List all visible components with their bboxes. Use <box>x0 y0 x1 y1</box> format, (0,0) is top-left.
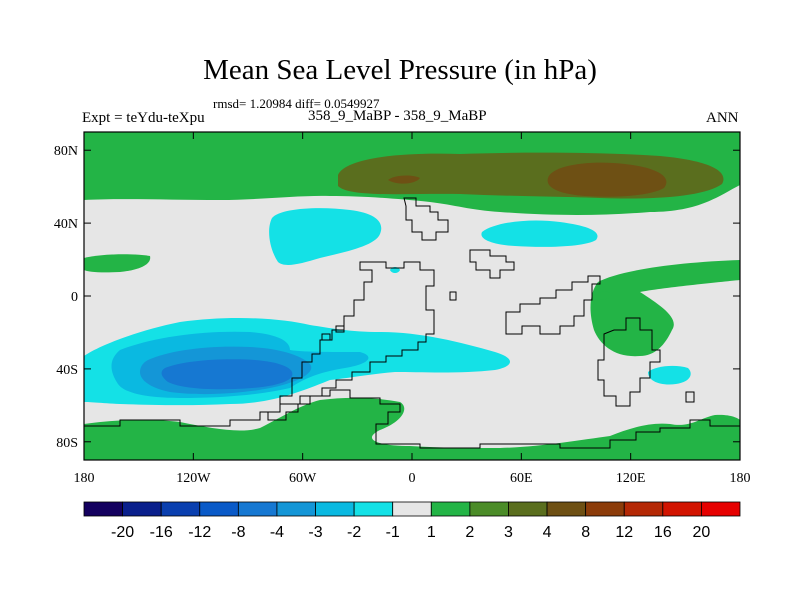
colorbar-swatch <box>83 501 123 517</box>
colorbar-label: -2 <box>347 524 361 541</box>
colorbar-swatch <box>469 501 509 517</box>
contour-east-small <box>595 291 612 300</box>
y-tick-label: 80S <box>56 436 78 451</box>
x-tick-label: 60W <box>289 471 317 486</box>
colorbar-swatch <box>508 501 548 517</box>
colorbar-swatch <box>122 501 162 517</box>
experiment-label: Expt = teYdu-teXpu <box>82 110 205 126</box>
colorbar-swatch <box>623 501 664 517</box>
y-tick-label: 80N <box>54 144 78 159</box>
colorbar: -20 -16 -12 -8 -4 -3 -2 -1 1 2 3 4 8 12 16 20 <box>83 501 741 541</box>
contour-southern-low-center <box>161 359 293 390</box>
x-tick-label: 0 <box>409 471 416 486</box>
colorbar-swatch <box>662 501 702 517</box>
chart-title: Mean Sea Level Pressure (in hPa) <box>203 54 597 86</box>
colorbar-swatch <box>315 501 355 517</box>
colorbar-label: 1 <box>427 524 436 541</box>
coastline-greenland <box>403 197 449 241</box>
colorbar-swatch <box>546 501 587 517</box>
colorbar-swatch <box>585 501 625 517</box>
colorbar-label: -3 <box>308 524 322 541</box>
y-tick-label: 0 <box>71 290 78 305</box>
colorbar-label: -8 <box>231 524 245 541</box>
coastline-islands <box>321 291 457 341</box>
x-tick-label: 120W <box>176 471 211 486</box>
colorbar-swatch <box>353 501 394 517</box>
colorbar-swatch <box>276 501 316 517</box>
contour-field <box>84 132 740 460</box>
colorbar-label: 8 <box>581 524 590 541</box>
stats-label: rmsd= 1.20984 diff= 0.0549927 <box>213 96 380 111</box>
contour-west-patch <box>84 254 151 273</box>
colorbar-label: 20 <box>693 524 711 541</box>
x-tick-label: 180 <box>730 471 751 486</box>
colorbar-label: 3 <box>504 524 513 541</box>
season-label: ANN <box>706 110 739 126</box>
coastline-africa <box>469 249 515 279</box>
colorbar-label: -12 <box>188 524 211 541</box>
contour-south-band <box>84 397 740 460</box>
colorbar-swatch <box>430 501 471 517</box>
x-tick-label: 180 <box>74 471 95 486</box>
colorbar-swatch <box>392 501 432 517</box>
contour-north-core-small <box>388 175 420 184</box>
colorbar-label: -20 <box>111 524 134 541</box>
coastline-antarctica <box>84 389 740 449</box>
coastline-island-east <box>685 391 695 403</box>
period-label: 358_9_MaBP - 358_9_MaBP <box>308 108 487 124</box>
contour-east-patch <box>590 260 740 357</box>
colorbar-label: 2 <box>465 524 474 541</box>
y-tick-label: 40N <box>54 217 78 232</box>
contour-atlantic-low <box>481 220 598 247</box>
coastlines <box>84 197 740 449</box>
contour-north-inner <box>338 152 724 199</box>
y-axis: 80N 40N 0 40S 80S <box>54 144 740 451</box>
colorbar-swatch <box>199 501 239 517</box>
colorbar-label: -16 <box>150 524 173 541</box>
colorbar-label: -4 <box>270 524 284 541</box>
contour-east-low <box>648 365 691 385</box>
colorbar-swatch <box>237 501 278 517</box>
contour-north-core <box>547 162 667 197</box>
contour-pacific-low <box>269 208 382 265</box>
colorbar-label: -1 <box>386 524 400 541</box>
x-tick-label: 60E <box>510 471 533 486</box>
coastline-asia <box>505 275 601 335</box>
y-tick-label: 40S <box>56 363 78 378</box>
colorbar-swatch <box>160 501 201 517</box>
colorbar-label: 4 <box>543 524 552 541</box>
colorbar-swatch <box>701 501 741 517</box>
x-tick-label: 120E <box>616 471 646 486</box>
colorbar-label: 16 <box>654 524 672 541</box>
x-axis: 180 120W 60W 0 60E 120E 180 <box>74 132 751 486</box>
coastline-australia <box>597 317 661 407</box>
colorbar-label: 12 <box>615 524 633 541</box>
